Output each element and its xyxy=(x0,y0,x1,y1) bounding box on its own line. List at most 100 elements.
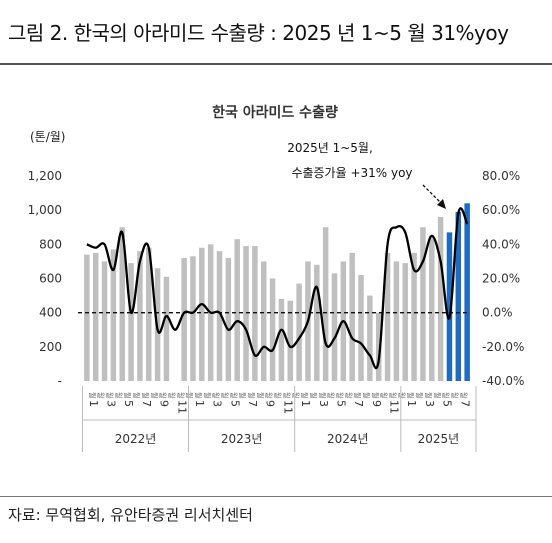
bar xyxy=(243,246,249,381)
bar xyxy=(260,261,267,381)
bar xyxy=(190,256,196,381)
x-month-marker: 월 xyxy=(442,392,451,398)
x-month-number: 9 xyxy=(158,400,171,407)
bar xyxy=(455,211,462,381)
x-month-marker: 월 xyxy=(362,392,371,398)
annotation-arrow-head xyxy=(437,199,446,209)
yoy-growth-line xyxy=(86,207,469,370)
x-month-marker: 월 xyxy=(167,392,176,398)
x-month-marker: 월 xyxy=(141,392,150,398)
x-month-number: 9 xyxy=(370,400,383,407)
x-month-marker: 월 xyxy=(97,392,106,398)
x-month-marker: 월 xyxy=(318,392,327,398)
bar xyxy=(119,227,125,381)
top-divider xyxy=(0,63,552,65)
y2-tick-label: 80.0% xyxy=(482,169,520,183)
x-month-marker: 월 xyxy=(176,392,185,398)
x-month-marker: 월 xyxy=(203,392,212,398)
y-tick-label: 200 xyxy=(39,340,62,354)
x-month-marker: 월 xyxy=(415,392,424,398)
x-month-marker: 월 xyxy=(291,392,300,398)
x-year-label: 2022년 xyxy=(115,432,157,446)
x-month-number: 3 xyxy=(317,400,330,407)
bar xyxy=(331,273,338,381)
bar xyxy=(446,232,453,381)
x-month-marker: 월 xyxy=(335,392,344,398)
x-month-marker: 월 xyxy=(344,392,353,398)
x-month-marker: 월 xyxy=(185,392,194,398)
x-month-number: 5 xyxy=(334,400,347,407)
x-month-marker: 월 xyxy=(221,392,230,398)
x-month-marker: 월 xyxy=(212,392,221,398)
bar xyxy=(437,217,444,381)
y-tick-label: - xyxy=(58,374,62,388)
bar xyxy=(287,300,294,381)
bar xyxy=(349,252,355,381)
x-month-number: 7 xyxy=(246,400,259,407)
x-month-number: 3 xyxy=(211,400,224,407)
x-month-number: 5 xyxy=(228,400,241,407)
x-month-marker: 월 xyxy=(380,392,389,398)
x-month-marker: 월 xyxy=(88,392,97,398)
bar xyxy=(429,235,435,381)
bar xyxy=(110,249,117,381)
bar xyxy=(181,258,187,381)
x-month-number: 1 xyxy=(405,400,418,407)
x-month-marker: 월 xyxy=(424,392,433,398)
bar xyxy=(137,251,143,381)
x-month-number: 7 xyxy=(352,400,365,407)
x-month-number: 7 xyxy=(458,400,471,407)
y2-tick-label: 40.0% xyxy=(482,237,520,251)
x-month-number: 5 xyxy=(441,400,454,407)
y2-tick-label: 20.0% xyxy=(482,272,520,286)
chart-title: 한국 아라미드 수출량 xyxy=(212,104,338,121)
x-month-marker: 월 xyxy=(132,392,141,398)
x-month-number: 11 xyxy=(388,400,401,414)
x-month-marker: 월 xyxy=(433,392,442,398)
figure-title: 그림 2. 한국의 아라미드 수출량 : 2025 년 1~5 월 31%yoy xyxy=(8,21,509,45)
x-month-marker: 월 xyxy=(247,392,256,398)
y-tick-label: 600 xyxy=(39,272,62,286)
x-month-marker: 월 xyxy=(274,392,283,398)
aramid-export-chart: 한국 아라미드 수출량 (톤/월) - 200 400 600 800 1,000 1,20… xyxy=(28,104,524,452)
y2-tick-label: -40.0% xyxy=(482,374,524,388)
x-month-marker: 월 xyxy=(106,392,115,398)
x-month-marker: 월 xyxy=(327,392,336,398)
x-month-marker: 월 xyxy=(194,392,203,398)
bar xyxy=(216,251,223,381)
x-year-label: 2025년 xyxy=(418,432,460,446)
bar xyxy=(199,247,205,381)
x-month-marker: 월 xyxy=(450,392,459,398)
x-month-number: 1 xyxy=(87,400,100,407)
x-month-marker: 월 xyxy=(371,392,380,398)
y2-tick-label: -20.0% xyxy=(482,340,524,354)
x-month-marker: 월 xyxy=(256,392,265,398)
x-month-marker: 월 xyxy=(397,392,406,398)
bar xyxy=(384,252,391,381)
y2-tick-label: 0.0% xyxy=(482,306,513,320)
y2-tick-label: 60.0% xyxy=(482,203,520,217)
bar xyxy=(296,283,302,381)
x-month-number: 1 xyxy=(193,400,206,407)
bar xyxy=(393,261,400,381)
x-month-number: 3 xyxy=(105,400,118,407)
x-month-number: 11 xyxy=(175,400,188,414)
x-month-number: 5 xyxy=(122,400,135,407)
x-month-marker: 월 xyxy=(123,392,132,398)
bar xyxy=(92,252,99,381)
y-tick-label: 1,000 xyxy=(28,203,62,217)
bar xyxy=(411,252,417,381)
bar xyxy=(225,258,232,381)
x-month-marker: 월 xyxy=(114,392,123,398)
y-tick-label: 1,200 xyxy=(28,169,62,183)
x-year-label: 2023년 xyxy=(221,432,263,446)
bar xyxy=(128,263,134,381)
y-axis-label: (톤/월) xyxy=(30,130,66,144)
bar xyxy=(375,312,382,381)
x-month-marker: 월 xyxy=(150,392,159,398)
x-month-marker: 월 xyxy=(353,392,362,398)
x-month-marker: 월 xyxy=(300,392,309,398)
y-tick-label: 800 xyxy=(39,237,62,251)
bar xyxy=(358,275,364,381)
x-month-number: 1 xyxy=(299,400,312,407)
